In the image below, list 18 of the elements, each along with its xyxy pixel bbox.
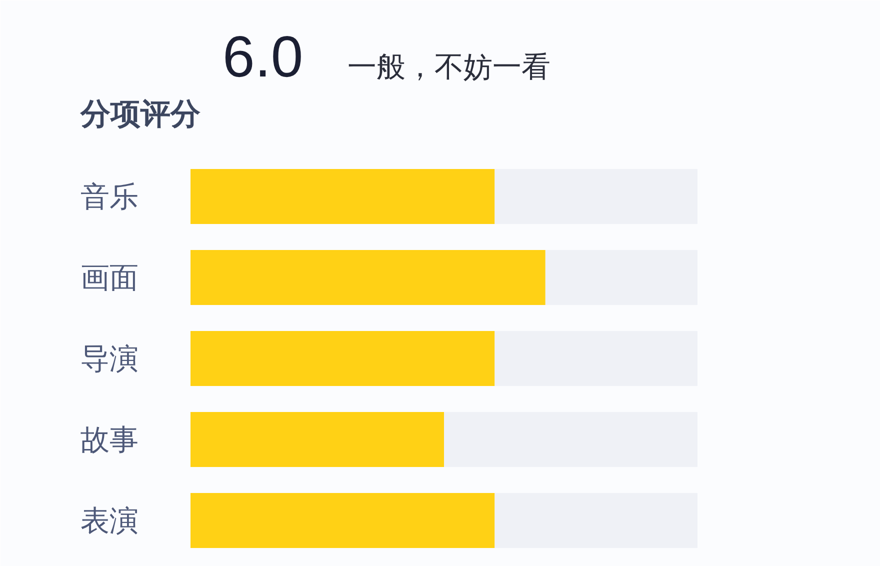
bar [494,492,698,548]
y-tick-label: 故事 [80,422,138,456]
chart-subtitle: 一般，不妨一看 [348,50,550,84]
bar [190,330,495,386]
bar [494,330,698,386]
bar [190,412,444,468]
y-tick-label: 音乐 [80,180,138,214]
y-tick-label: 导演 [80,342,138,376]
bar [494,168,698,224]
bar [190,168,495,224]
chart-title: 6.0 [222,24,304,90]
y-tick-label: 画面 [80,260,138,294]
bar [190,250,546,306]
bar [545,250,698,306]
bar [190,492,495,548]
y-tick-label: 表演 [80,504,138,538]
bar [444,412,698,468]
text: 分项评分 [80,97,200,132]
